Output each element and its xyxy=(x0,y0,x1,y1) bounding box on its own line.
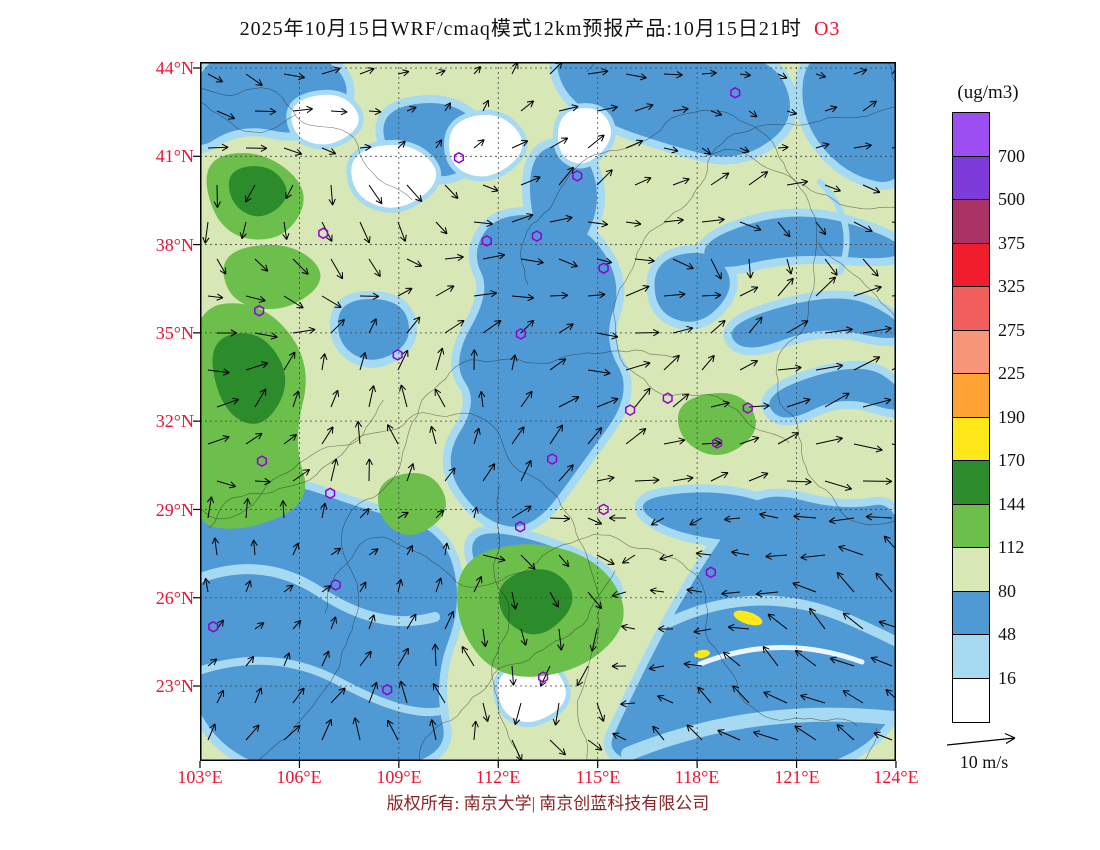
colorbar-tick-label: 80 xyxy=(998,580,1016,601)
map-frame xyxy=(200,62,896,761)
lat-tick-label: 26°N xyxy=(155,588,194,608)
station-marker xyxy=(318,227,329,240)
lat-tick-label: 32°N xyxy=(155,411,194,431)
wind-vector-layer xyxy=(202,62,896,761)
station-layer xyxy=(208,86,753,696)
lat-tick-label: 44°N xyxy=(155,58,194,78)
station-marker xyxy=(572,170,583,182)
station-marker xyxy=(547,453,558,465)
lat-tick-label: 35°N xyxy=(155,323,194,343)
colorbar-swatch xyxy=(953,678,989,722)
station-marker xyxy=(730,86,741,99)
lon-tick-label: 106°E xyxy=(276,767,322,787)
colorbar-swatch xyxy=(953,635,989,679)
station-marker xyxy=(453,151,464,164)
station-marker xyxy=(382,683,393,696)
title-species: O3 xyxy=(813,18,841,40)
colorbar-swatch xyxy=(953,200,989,244)
colorbar-swatch xyxy=(953,591,989,635)
lon-tick-label: 118°E xyxy=(674,767,720,787)
lon-tick-label: 115°E xyxy=(575,767,621,787)
reference-wind-arrow xyxy=(946,732,1016,746)
colorbar-swatch xyxy=(953,417,989,461)
station-marker xyxy=(515,520,526,533)
station-marker xyxy=(742,402,753,414)
colorbar-tick-label: 16 xyxy=(998,667,1016,688)
colorbar-swatch xyxy=(953,287,989,331)
colorbar-swatch xyxy=(953,461,989,505)
station-marker xyxy=(254,304,265,317)
colorbar-swatch xyxy=(953,113,989,157)
lon-tick-label: 124°E xyxy=(873,767,919,787)
station-marker xyxy=(662,392,673,405)
lon-tick-label: 121°E xyxy=(774,767,820,787)
lon-tick-label: 112°E xyxy=(475,767,521,787)
station-marker xyxy=(531,230,542,242)
colorbar-swatch xyxy=(953,374,989,418)
station-marker xyxy=(256,455,268,467)
colorbar-tick-label: 48 xyxy=(998,624,1016,644)
boundary-layer xyxy=(200,62,896,761)
lon-tick-label: 103°E xyxy=(177,767,223,787)
station-marker xyxy=(325,487,336,500)
lat-tick-label: 38°N xyxy=(155,235,194,255)
colorbar-swatch xyxy=(953,156,989,200)
lat-tick-label: 29°N xyxy=(155,500,194,520)
gridline-layer xyxy=(200,62,896,761)
colorbar-tick-label: 112 xyxy=(998,537,1025,557)
colorbar-tick-label: 325 xyxy=(998,276,1025,296)
station-marker xyxy=(515,328,526,340)
colorbar-tick-label: 275 xyxy=(998,319,1025,340)
contour-fill-layer xyxy=(200,62,896,761)
colorbar-swatch xyxy=(953,330,989,374)
station-marker xyxy=(705,566,716,579)
station-marker xyxy=(598,503,609,516)
station-marker xyxy=(712,437,723,449)
colorbar-unit-label: (ug/m3) xyxy=(957,82,1019,103)
station-marker xyxy=(625,404,636,416)
colorbar-tick-label: 190 xyxy=(998,406,1025,427)
station-marker xyxy=(598,262,609,275)
copyright-text: 版权所有: 南京大学| 南京创蓝科技有限公司 xyxy=(386,794,710,813)
colorbar-tick-label: 375 xyxy=(998,232,1025,253)
colorbar-swatch xyxy=(953,504,989,548)
colorbar-tick-label: 500 xyxy=(998,189,1025,209)
colorbar-swatch xyxy=(953,243,989,287)
colorbar-tick-label: 700 xyxy=(998,145,1025,166)
colorbar-tick-label: 225 xyxy=(998,363,1025,383)
colorbar-tick-label: 144 xyxy=(998,493,1025,514)
station-marker xyxy=(330,579,341,591)
reference-wind-label: 10 m/s xyxy=(959,752,1009,772)
station-marker xyxy=(208,620,219,633)
forecast-map xyxy=(193,62,897,768)
colorbar-swatch xyxy=(953,548,989,592)
station-marker xyxy=(392,349,403,361)
colorbar xyxy=(952,112,990,723)
lat-tick-label: 41°N xyxy=(155,146,194,166)
lon-tick-label: 109°E xyxy=(376,767,422,787)
lat-tick-label: 23°N xyxy=(155,676,194,696)
station-marker xyxy=(481,235,492,247)
title-text: 2025年10月15日WRF/cmaq模式12km预报产品:10月15日21时 xyxy=(239,18,802,40)
reference-arrow-glyph xyxy=(946,732,1016,746)
page-title: 2025年10月15日WRF/cmaq模式12km预报产品:10月15日21时 O… xyxy=(0,12,1080,41)
colorbar-tick-label: 170 xyxy=(998,450,1025,470)
station-marker xyxy=(538,671,549,683)
